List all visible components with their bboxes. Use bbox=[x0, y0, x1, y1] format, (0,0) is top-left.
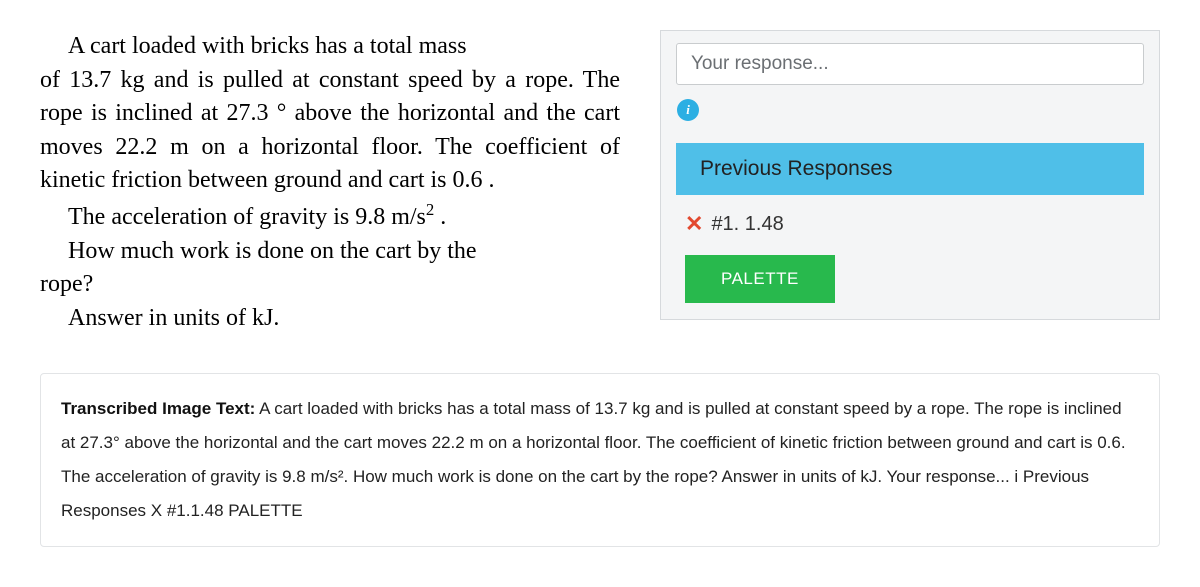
problem-line-4: Answer in units of kJ. bbox=[68, 305, 279, 331]
problem-line-3b: rope? bbox=[40, 271, 93, 297]
transcribed-box: Transcribed Image Text: A cart loaded wi… bbox=[40, 373, 1160, 547]
previous-response-item: ✕ #1. 1.48 bbox=[661, 205, 1159, 251]
palette-button[interactable]: PALETTE bbox=[685, 255, 835, 303]
problem-line-2b: . bbox=[434, 204, 446, 230]
problem-text: A cart loaded with bricks has a total ma… bbox=[40, 30, 620, 335]
info-icon[interactable]: i bbox=[677, 99, 699, 121]
wrong-icon: ✕ bbox=[685, 211, 703, 237]
transcribed-label: Transcribed Image Text: bbox=[61, 399, 255, 418]
problem-line-1a: A cart loaded with bricks has a total ma… bbox=[68, 33, 467, 59]
problem-line-1b: of 13.7 kg and is pulled at constant spe… bbox=[40, 67, 620, 194]
previous-response-text: #1. 1.48 bbox=[711, 213, 783, 236]
response-input[interactable] bbox=[676, 43, 1144, 85]
content-wrapper: A cart loaded with bricks has a total ma… bbox=[0, 0, 1200, 355]
info-row: i bbox=[661, 95, 1159, 143]
problem-line-2a: The acceleration of gravity is 9.8 m/s bbox=[68, 204, 426, 230]
previous-responses-header: Previous Responses bbox=[676, 143, 1144, 195]
response-panel: i Previous Responses ✕ #1. 1.48 PALETTE bbox=[660, 30, 1160, 320]
problem-line-3a: How much work is done on the cart by the bbox=[68, 238, 477, 264]
